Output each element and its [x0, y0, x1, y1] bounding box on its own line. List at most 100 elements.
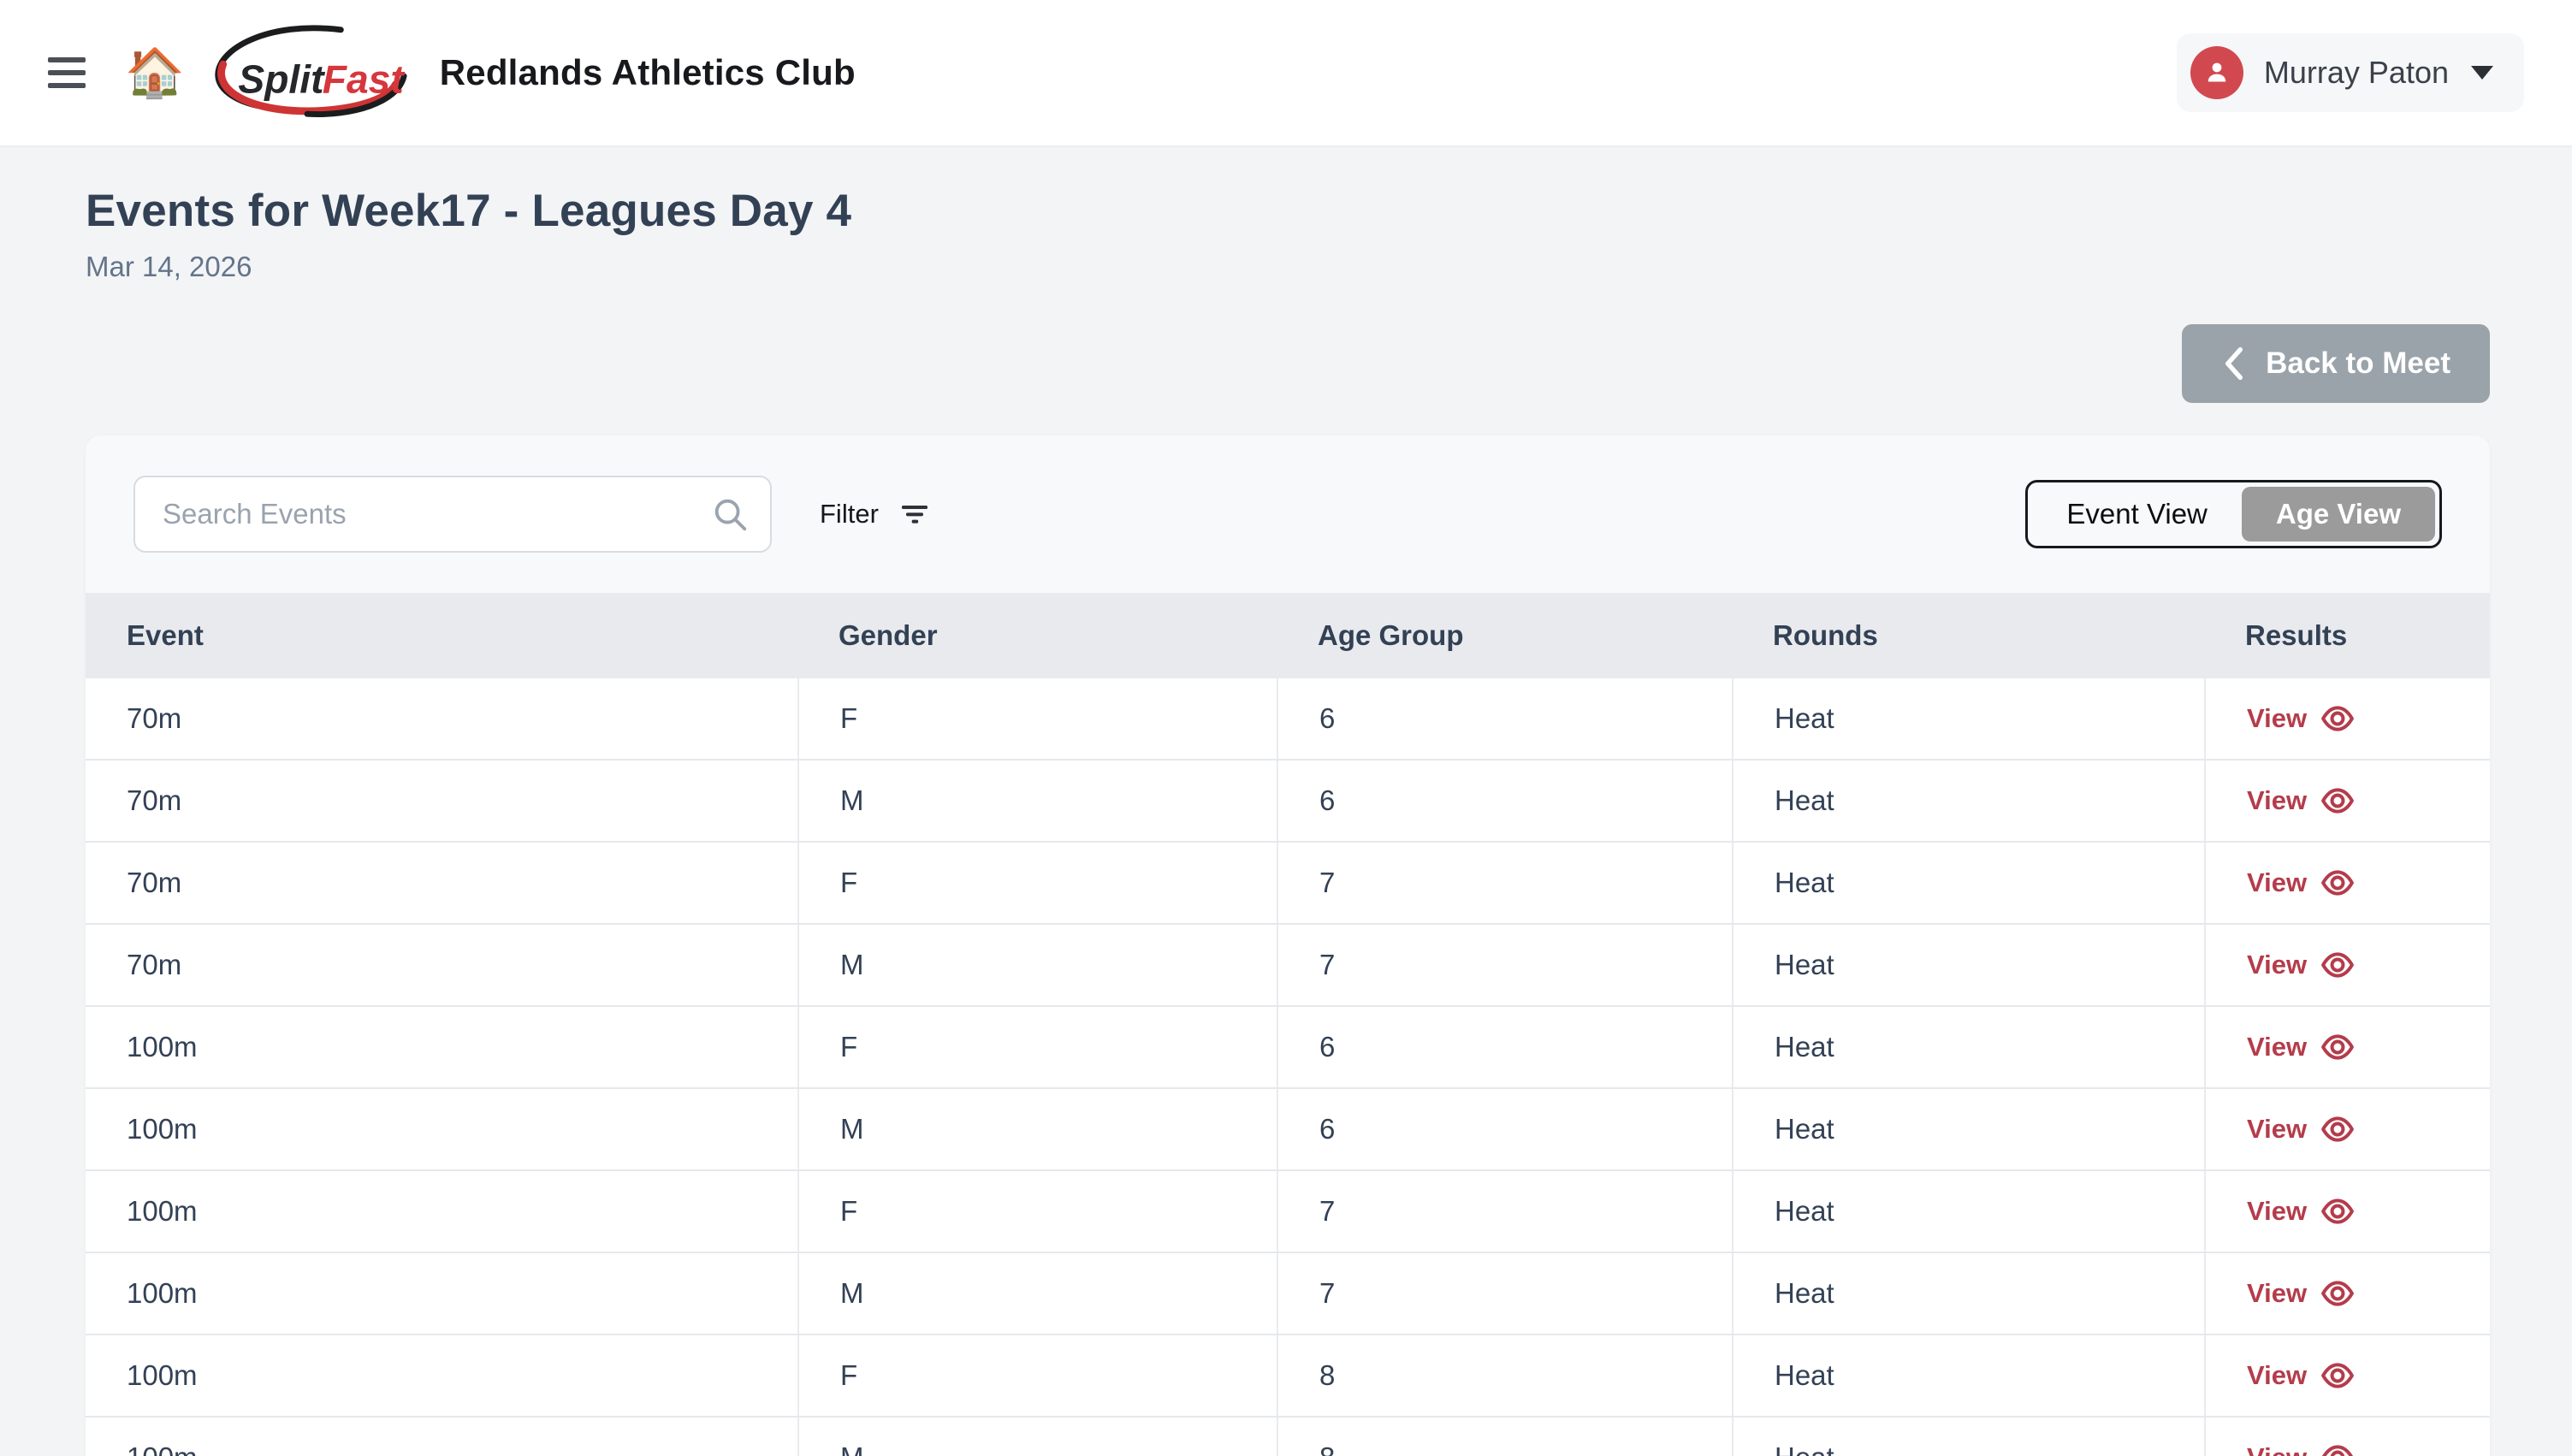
- cell-gender: M: [797, 761, 1277, 841]
- club-name: Redlands Athletics Club: [439, 52, 856, 92]
- view-results-link[interactable]: View: [2247, 1360, 2355, 1391]
- page-title: Events for Week17 - Leagues Day 4: [86, 186, 852, 236]
- cell-age-group: 7: [1277, 843, 1732, 923]
- cell-rounds: Heat: [1732, 761, 2204, 841]
- column-header-age-group: Age Group: [1318, 619, 1464, 651]
- eye-icon: [2321, 870, 2355, 896]
- cell-rounds: Heat: [1732, 925, 2204, 1005]
- view-toggle: Event View Age View: [2025, 480, 2442, 548]
- view-label: View: [2247, 1278, 2308, 1308]
- eye-icon: [2321, 1116, 2355, 1142]
- cell-event: 100m: [127, 1195, 198, 1227]
- toggle-age-view[interactable]: Age View: [2241, 487, 2435, 542]
- table-body: 70m F 6 Heat View 70m M 6 Heat View: [86, 678, 2490, 1456]
- view-results-link[interactable]: View: [2247, 1442, 2355, 1456]
- back-row: Back to Meet: [86, 324, 2490, 403]
- cell-event: 100m: [127, 1031, 198, 1062]
- page-date: Mar 14, 2026: [86, 251, 252, 282]
- view-label: View: [2247, 1442, 2307, 1456]
- view-results-link[interactable]: View: [2247, 1278, 2355, 1309]
- view-results-link[interactable]: View: [2247, 1196, 2355, 1227]
- cell-age-group: 8: [1277, 1335, 1732, 1416]
- view-label: View: [2247, 1196, 2308, 1226]
- cell-gender: M: [797, 1253, 1277, 1334]
- table-row: 100m M 7 Heat View: [86, 1253, 2490, 1335]
- cell-age-group: 8: [1277, 1418, 1732, 1456]
- cell-gender: F: [797, 1335, 1277, 1416]
- cell-rounds: Heat: [1732, 1089, 2204, 1169]
- eye-icon: [2321, 952, 2355, 978]
- person-icon: [2208, 62, 2226, 82]
- cell-age-group: 7: [1277, 1171, 1732, 1252]
- cell-results: View: [2204, 678, 2490, 759]
- column-header-gender: Gender: [839, 619, 938, 651]
- cell-results: View: [2204, 1007, 2490, 1087]
- eye-icon: [2321, 1034, 2355, 1060]
- cell-event: 100m: [127, 1277, 198, 1309]
- table-row: 70m M 6 Heat View: [86, 761, 2490, 843]
- logo-text-fast: Fast: [322, 57, 405, 102]
- view-results-link[interactable]: View: [2247, 1032, 2355, 1062]
- cell-gender: F: [797, 678, 1277, 759]
- view-results-link[interactable]: View: [2247, 950, 2355, 980]
- app-header: 🏠 Split Fast Redlands Athletics Club Mur…: [0, 0, 2572, 147]
- eye-icon: [2321, 1199, 2355, 1224]
- eye-icon: [2321, 706, 2355, 731]
- view-results-link[interactable]: View: [2247, 703, 2355, 734]
- cell-age-group: 6: [1277, 761, 1732, 841]
- view-label: View: [2247, 785, 2308, 815]
- column-header-results: Results: [2245, 619, 2348, 651]
- chevron-left-icon: [2225, 346, 2243, 381]
- cell-event: 70m: [127, 949, 182, 980]
- cell-rounds: Heat: [1732, 1253, 2204, 1334]
- column-header-event: Event: [127, 619, 204, 651]
- hamburger-menu-icon[interactable]: [48, 57, 86, 88]
- view-label: View: [2247, 1360, 2308, 1390]
- table-row: 70m F 7 Heat View: [86, 843, 2490, 925]
- cell-age-group: 7: [1277, 1253, 1732, 1334]
- card-toolbar: Filter Event View Age View: [86, 435, 2490, 593]
- cell-rounds: Heat: [1732, 1418, 2204, 1456]
- table-row: 70m F 6 Heat View: [86, 678, 2490, 761]
- cell-results: View: [2204, 1418, 2490, 1456]
- cell-results: View: [2204, 843, 2490, 923]
- cell-results: View: [2204, 1335, 2490, 1416]
- home-icon[interactable]: 🏠: [125, 45, 185, 99]
- table-row: 100m M 6 Heat View: [86, 1089, 2490, 1171]
- cell-gender: F: [797, 843, 1277, 923]
- table-row: 100m F 7 Heat View: [86, 1171, 2490, 1253]
- toggle-event-view[interactable]: Event View: [2032, 487, 2241, 542]
- cell-age-group: 6: [1277, 1089, 1732, 1169]
- cell-event: 100m: [127, 1113, 198, 1145]
- cell-rounds: Heat: [1732, 1335, 2204, 1416]
- search-input[interactable]: [133, 476, 772, 553]
- view-label: View: [2247, 703, 2308, 733]
- cell-event: 70m: [127, 702, 182, 734]
- events-card: Filter Event View Age View Event Gender: [86, 435, 2490, 1456]
- back-to-meet-button[interactable]: Back to Meet: [2182, 324, 2490, 403]
- cell-gender: M: [797, 1089, 1277, 1169]
- table-header-row: Event Gender Age Group Rounds Results: [86, 593, 2490, 678]
- cell-gender: M: [797, 925, 1277, 1005]
- view-label: View: [2247, 1032, 2308, 1062]
- cell-results: View: [2204, 1253, 2490, 1334]
- cell-age-group: 7: [1277, 925, 1732, 1005]
- view-results-link[interactable]: View: [2247, 867, 2355, 898]
- cell-age-group: 6: [1277, 1007, 1732, 1087]
- user-menu-button[interactable]: Murray Paton: [2176, 33, 2524, 112]
- view-label: View: [2247, 950, 2308, 980]
- cell-gender: F: [797, 1007, 1277, 1087]
- main-content: Events for Week17 - Leagues Day 4 Mar 14…: [0, 185, 2572, 1456]
- cell-results: View: [2204, 925, 2490, 1005]
- view-results-link[interactable]: View: [2247, 1114, 2355, 1145]
- cell-rounds: Heat: [1732, 843, 2204, 923]
- cell-rounds: Heat: [1732, 1171, 2204, 1252]
- back-to-meet-label: Back to Meet: [2266, 346, 2451, 380]
- filter-button[interactable]: Filter: [820, 497, 933, 531]
- cell-event: 70m: [127, 867, 182, 898]
- table-row: 100m F 6 Heat View: [86, 1007, 2490, 1089]
- view-results-link[interactable]: View: [2247, 785, 2355, 816]
- splitfast-logo: Split Fast: [215, 25, 407, 117]
- cell-event: 100m: [86, 1418, 797, 1456]
